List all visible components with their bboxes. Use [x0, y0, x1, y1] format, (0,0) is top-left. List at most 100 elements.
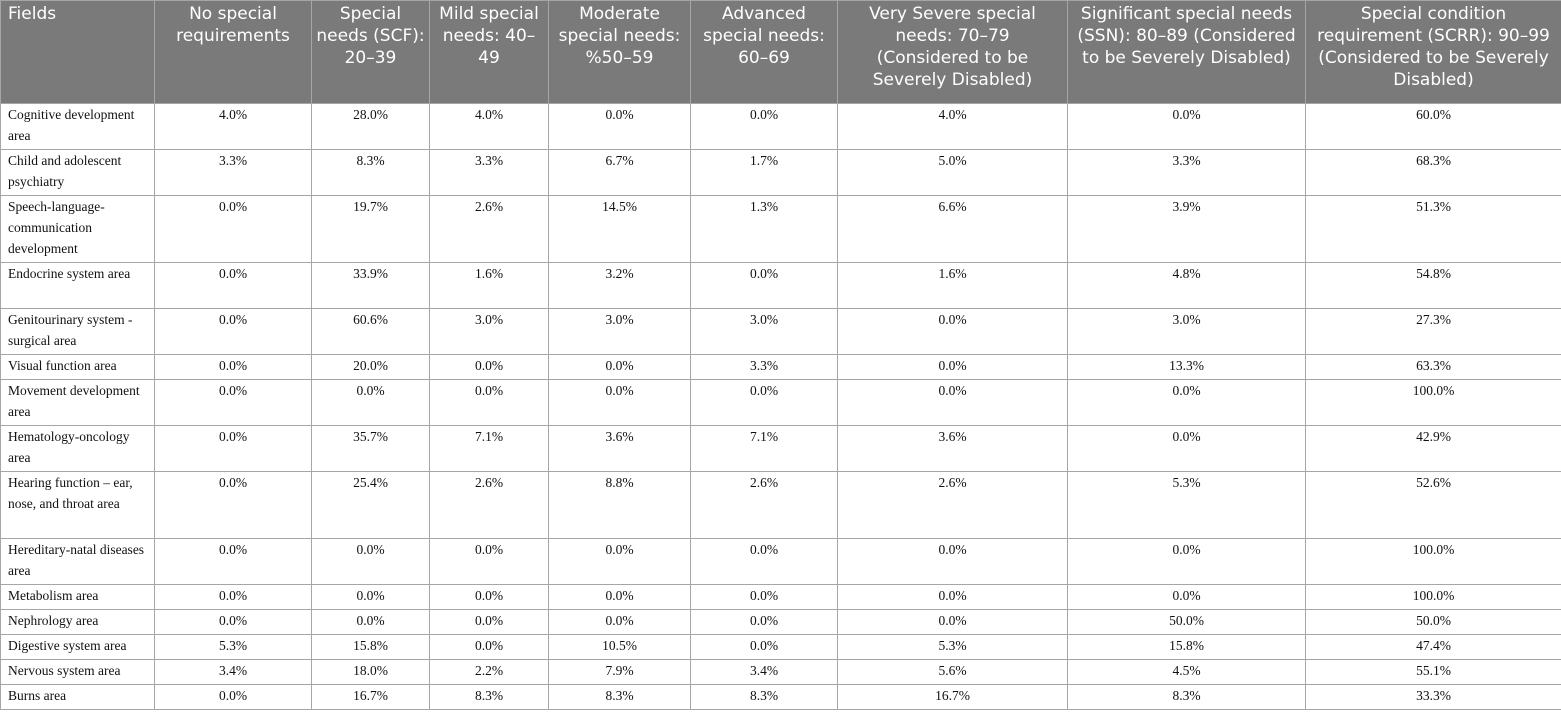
percentage-cell: 0.0% — [154, 308, 312, 355]
table-row: Metabolism area 0.0% 0.0% 0.0% 0.0% 0.0% 0.0% 0… — [0, 584, 1561, 610]
percentage-cell: 2.2% — [429, 659, 549, 685]
percentage-cell: 0.0% — [154, 195, 312, 263]
percentage-cell: 20.0% — [311, 354, 430, 380]
percentage-cell: 27.3% — [1305, 308, 1561, 355]
field-name-cell: Endocrine system area — [0, 262, 155, 309]
percentage-cell: 0.0% — [154, 262, 312, 309]
percentage-cell: 42.9% — [1305, 425, 1561, 472]
table-body: Cognitive development area 4.0% 28.0% 4.0% 0… — [0, 103, 1561, 710]
percentage-cell: 0.0% — [154, 609, 312, 635]
percentage-cell: 0.0% — [1067, 425, 1306, 472]
table-row: Endocrine system area 0.0% 33.9% 1.6% 3.2% 0.… — [0, 262, 1561, 309]
field-name-cell: Metabolism area — [0, 584, 155, 610]
percentage-cell: 3.3% — [429, 149, 549, 196]
percentage-cell: 0.0% — [154, 684, 312, 710]
percentage-cell: 3.0% — [690, 308, 838, 355]
percentage-cell: 6.7% — [548, 149, 691, 196]
percentage-cell: 60.0% — [1305, 103, 1561, 150]
percentage-cell: 2.6% — [690, 471, 838, 539]
percentage-cell: 50.0% — [1305, 609, 1561, 635]
percentage-cell: 100.0% — [1305, 538, 1561, 585]
header-cell: Fields — [0, 0, 155, 104]
percentage-cell: 0.0% — [154, 471, 312, 539]
percentage-cell: 0.0% — [837, 379, 1068, 426]
percentage-cell: 4.5% — [1067, 659, 1306, 685]
table-row: Nephrology area 0.0% 0.0% 0.0% 0.0% 0.0% 0.0% 5… — [0, 609, 1561, 635]
percentage-cell: 0.0% — [154, 584, 312, 610]
percentage-cell: 0.0% — [1067, 103, 1306, 150]
percentage-cell: 0.0% — [154, 354, 312, 380]
percentage-cell: 5.3% — [154, 634, 312, 660]
percentage-cell: 4.8% — [1067, 262, 1306, 309]
table-row: Hearing function – ear, nose, and throat… — [0, 471, 1561, 539]
percentage-cell: 4.0% — [837, 103, 1068, 150]
percentage-cell: 16.7% — [311, 684, 430, 710]
field-name-cell: Genitourinary system - surgical area — [0, 308, 155, 355]
table-row: Nervous system area 3.4% 18.0% 2.2% 7.9% 3.4%… — [0, 659, 1561, 685]
percentage-cell: 15.8% — [1067, 634, 1306, 660]
percentage-cell: 4.0% — [154, 103, 312, 150]
table-row: Genitourinary system - surgical area 0.0%… — [0, 308, 1561, 355]
percentage-cell: 5.3% — [837, 634, 1068, 660]
table-header: Fields No special requirements Special n… — [0, 0, 1561, 104]
percentage-cell: 100.0% — [1305, 379, 1561, 426]
field-name-cell: Child and adolescent psychiatry — [0, 149, 155, 196]
percentage-cell: 50.0% — [1067, 609, 1306, 635]
header-cell: Special needs (SCF): 20–39 — [311, 0, 430, 104]
percentage-cell: 51.3% — [1305, 195, 1561, 263]
percentage-cell: 0.0% — [429, 379, 549, 426]
percentage-cell: 2.6% — [837, 471, 1068, 539]
percentage-cell: 16.7% — [837, 684, 1068, 710]
table-row: Speech-language-communication developmen… — [0, 195, 1561, 263]
percentage-cell: 0.0% — [311, 584, 430, 610]
percentage-cell: 0.0% — [154, 538, 312, 585]
table-row: Hereditary-natal diseases area 0.0% 0.0% 0.… — [0, 538, 1561, 585]
table-row: Burns area 0.0% 16.7% 8.3% 8.3% 8.3% 16.7% 8.3%… — [0, 684, 1561, 710]
percentage-cell: 0.0% — [548, 538, 691, 585]
field-name-cell: Burns area — [0, 684, 155, 710]
percentage-cell: 0.0% — [548, 379, 691, 426]
percentage-cell: 1.6% — [837, 262, 1068, 309]
percentage-cell: 3.3% — [1067, 149, 1306, 196]
percentage-cell: 0.0% — [690, 538, 838, 585]
field-name-cell: Nephrology area — [0, 609, 155, 635]
percentage-cell: 3.3% — [154, 149, 312, 196]
percentage-cell: 0.0% — [548, 609, 691, 635]
percentage-cell: 3.9% — [1067, 195, 1306, 263]
percentage-cell: 0.0% — [154, 379, 312, 426]
field-name-cell: Visual function area — [0, 354, 155, 380]
field-name-cell: Hematology-oncology area — [0, 425, 155, 472]
table-row: Movement development area 0.0% 0.0% 0.0% 0.0… — [0, 379, 1561, 426]
percentage-cell: 0.0% — [311, 609, 430, 635]
field-name-cell: Cognitive development area — [0, 103, 155, 150]
header-cell: Very Severe special needs: 70–79 (Consid… — [837, 0, 1068, 104]
percentage-cell: 0.0% — [837, 538, 1068, 585]
header-row: Fields No special requirements Special n… — [0, 0, 1561, 104]
percentage-cell: 10.5% — [548, 634, 691, 660]
field-name-cell: Nervous system area — [0, 659, 155, 685]
percentage-cell: 0.0% — [548, 354, 691, 380]
field-name-cell: Hereditary-natal diseases area — [0, 538, 155, 585]
percentage-cell: 6.6% — [837, 195, 1068, 263]
percentage-cell: 8.3% — [548, 684, 691, 710]
percentage-cell: 0.0% — [837, 584, 1068, 610]
percentage-cell: 4.0% — [429, 103, 549, 150]
percentage-cell: 0.0% — [429, 634, 549, 660]
percentage-cell: 0.0% — [548, 584, 691, 610]
percentage-cell: 8.8% — [548, 471, 691, 539]
header-cell: Significant special needs (SSN): 80–89 (… — [1067, 0, 1306, 104]
percentage-cell: 7.1% — [690, 425, 838, 472]
percentage-cell: 18.0% — [311, 659, 430, 685]
percentage-cell: 3.0% — [548, 308, 691, 355]
header-cell: Mild special needs: 40–49 — [429, 0, 549, 104]
field-name-cell: Hearing function – ear, nose, and throat… — [0, 471, 155, 539]
percentage-cell: 3.6% — [548, 425, 691, 472]
percentage-cell: 3.6% — [837, 425, 1068, 472]
percentage-cell: 3.0% — [429, 308, 549, 355]
percentage-cell: 0.0% — [429, 538, 549, 585]
percentage-cell: 8.3% — [311, 149, 430, 196]
percentage-cell: 33.3% — [1305, 684, 1561, 710]
percentage-cell: 19.7% — [311, 195, 430, 263]
percentage-cell: 63.3% — [1305, 354, 1561, 380]
